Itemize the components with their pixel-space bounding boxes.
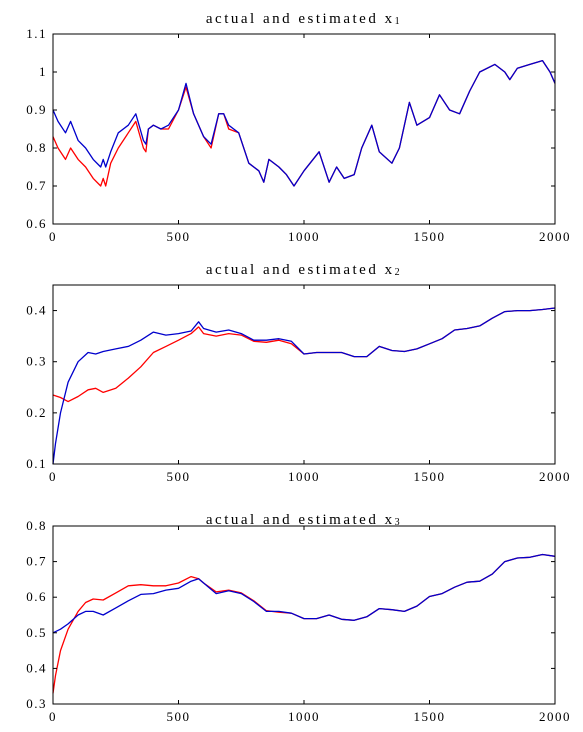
y-tick-label: 0.8 bbox=[26, 140, 47, 155]
panel-title-subscript: 2 bbox=[395, 267, 403, 278]
series-line-estimated bbox=[52, 307, 556, 465]
panel-title: actual and estimated x1 bbox=[206, 11, 402, 27]
y-tick-label: 1.1 bbox=[26, 26, 47, 41]
series-line-actual bbox=[52, 59, 556, 187]
x-tick-label: 500 bbox=[167, 229, 191, 244]
x-tick-label: 500 bbox=[167, 469, 191, 484]
panel-title-subscript: 3 bbox=[395, 517, 403, 528]
y-tick-label: 0.9 bbox=[26, 102, 47, 117]
y-tick-label: 1 bbox=[39, 64, 47, 79]
x-tick-label: 0 bbox=[49, 709, 57, 724]
panel-title: actual and estimated x2 bbox=[206, 262, 402, 278]
x-tick-label: 2000 bbox=[539, 469, 571, 484]
y-tick-label: 0.6 bbox=[26, 216, 47, 231]
series-line-actual bbox=[52, 553, 556, 694]
y-tick-label: 0.3 bbox=[26, 354, 47, 369]
axes-frame bbox=[52, 284, 556, 465]
x-tick-label: 0 bbox=[49, 229, 57, 244]
series-line-estimated bbox=[52, 553, 556, 634]
panel-title-subscript: 1 bbox=[395, 16, 403, 27]
panel-title-text: actual and estimated x bbox=[206, 512, 395, 528]
x-tick-label: 500 bbox=[167, 709, 191, 724]
panel-x3: actual and estimated x3 0 500 1000 1500 2000… bbox=[26, 512, 571, 724]
y-tick-label: 0.8 bbox=[26, 518, 47, 533]
y-tick-label: 0.3 bbox=[26, 696, 47, 711]
x-tick-label: 0 bbox=[49, 469, 57, 484]
y-tick-label: 0.4 bbox=[26, 660, 47, 675]
y-tick-label: 0.2 bbox=[26, 405, 47, 420]
y-tick-label: 0.7 bbox=[26, 554, 47, 569]
x-tick-label: 2000 bbox=[539, 709, 571, 724]
panel-title-text: actual and estimated x bbox=[206, 11, 395, 27]
x-tick-label: 2000 bbox=[539, 229, 571, 244]
series-line-actual bbox=[52, 307, 556, 403]
x-tick-label: 1500 bbox=[414, 229, 446, 244]
x-tick-label: 1500 bbox=[414, 709, 446, 724]
y-tick-label: 0.4 bbox=[26, 303, 47, 318]
y-tick-label: 0.1 bbox=[26, 456, 47, 471]
y-tick-label: 0.7 bbox=[26, 178, 47, 193]
panel-x2: actual and estimated x2 0 500 1000 1500 2000… bbox=[26, 262, 571, 484]
axes-frame bbox=[52, 33, 556, 225]
x-tick-label: 1500 bbox=[414, 469, 446, 484]
y-tick-label: 0.5 bbox=[26, 625, 47, 640]
panel-x1: actual and estimated x1 0 500 1000 1500 2000… bbox=[26, 11, 571, 244]
axes-frame bbox=[52, 525, 556, 705]
x-tick-label: 1000 bbox=[288, 229, 320, 244]
x-tick-label: 1000 bbox=[288, 709, 320, 724]
series-line-estimated bbox=[52, 59, 556, 187]
x-tick-label: 1000 bbox=[288, 469, 320, 484]
y-tick-label: 0.6 bbox=[26, 589, 47, 604]
panel-title-text: actual and estimated x bbox=[206, 262, 395, 278]
panel-title: actual and estimated x3 bbox=[206, 512, 402, 528]
